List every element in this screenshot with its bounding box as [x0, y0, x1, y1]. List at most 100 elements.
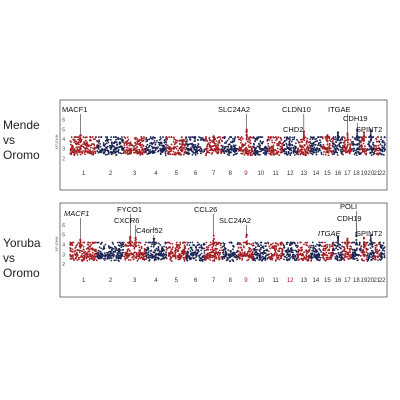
population-label-line: vs: [3, 133, 15, 147]
snp-point: [313, 141, 315, 144]
snp-point: [176, 256, 179, 259]
snp-point: [90, 256, 93, 258]
snp-point: [150, 256, 153, 259]
snp-point: [169, 258, 172, 261]
snp-point: [225, 150, 228, 153]
snp-point: [177, 249, 180, 252]
snp-point: [253, 257, 256, 260]
snp-point: [191, 153, 194, 156]
snp-point: [137, 251, 140, 254]
snp-point: [292, 147, 295, 150]
snp-point: [243, 253, 246, 256]
snp-point: [245, 151, 248, 153]
snp-point: [265, 146, 267, 149]
snp-point: [179, 149, 182, 152]
snp-point: [332, 139, 334, 142]
snp-point: [149, 241, 152, 244]
snp-point: [240, 144, 243, 146]
snp-point: [115, 150, 118, 153]
peak-point: [326, 134, 329, 137]
snp-point: [104, 253, 107, 256]
snp-point: [369, 151, 371, 154]
chromosome-label: 11: [272, 171, 279, 177]
snp-point: [109, 138, 112, 141]
snp-point: [187, 136, 190, 138]
snp-point: [328, 256, 331, 259]
snp-point: [239, 141, 242, 144]
snp-point: [117, 257, 120, 260]
snp-point: [238, 242, 241, 244]
snp-point: [364, 147, 366, 150]
snp-point: [162, 254, 165, 257]
snp-point: [194, 154, 197, 156]
snp-point: [337, 251, 340, 254]
snp-point: [330, 138, 333, 141]
snp-point: [196, 147, 198, 150]
snp-point: [103, 259, 106, 261]
snp-point: [89, 151, 92, 154]
snp-point: [241, 137, 244, 140]
snp-point: [338, 145, 341, 148]
snp-point: [365, 251, 368, 254]
snp-point: [129, 259, 132, 261]
snp-point: [205, 249, 207, 252]
snp-point: [99, 257, 102, 260]
snp-point: [316, 243, 318, 246]
snp-point: [121, 140, 124, 143]
snp-point: [157, 256, 160, 259]
snp-point: [242, 245, 245, 248]
snp-point: [88, 253, 91, 256]
snp-point: [225, 145, 228, 148]
snp-point: [335, 252, 337, 255]
snp-point: [346, 256, 349, 258]
snp-point: [240, 139, 243, 142]
snp-point: [98, 139, 101, 142]
snp-point: [218, 148, 221, 151]
snp-point: [82, 254, 85, 257]
snp-point: [237, 247, 240, 249]
snp-point: [204, 136, 207, 138]
snp-point: [280, 146, 283, 149]
snp-point: [220, 152, 223, 155]
snp-point: [324, 245, 327, 248]
snp-point: [243, 246, 245, 249]
snp-point: [204, 256, 206, 258]
snp-point: [87, 241, 89, 244]
snp-point: [294, 145, 296, 148]
snp-point: [127, 138, 130, 141]
snp-point: [343, 256, 346, 259]
chromosome-label: 9: [244, 171, 248, 177]
snp-point: [266, 148, 269, 151]
snp-point: [146, 246, 149, 249]
snp-point: [291, 254, 294, 257]
snp-point: [360, 251, 363, 254]
snp-point: [71, 257, 74, 259]
snp-point: [153, 239, 155, 242]
snp-point: [133, 246, 136, 249]
snp-point: [133, 241, 136, 244]
snp-point: [216, 248, 218, 250]
snp-point: [253, 143, 256, 146]
snp-point: [70, 153, 73, 156]
snp-point: [346, 242, 349, 244]
snp-point: [86, 259, 89, 262]
snp-point: [149, 136, 152, 138]
snp-point: [374, 248, 377, 251]
snp-point: [92, 147, 94, 149]
chromosome-label: 1: [82, 278, 86, 284]
snp-point: [259, 250, 261, 253]
snp-point: [216, 152, 219, 155]
snp-point: [260, 252, 263, 255]
snp-point: [289, 257, 291, 260]
snp-point: [322, 251, 325, 254]
snp-point: [102, 254, 105, 257]
snp-point: [350, 245, 353, 248]
snp-point: [315, 251, 317, 254]
snp-point: [241, 255, 244, 258]
snp-point: [165, 251, 167, 254]
snp-point: [93, 257, 96, 259]
snp-point: [295, 250, 298, 252]
snp-point: [263, 152, 266, 155]
snp-point: [240, 136, 243, 138]
snp-point: [155, 247, 158, 250]
